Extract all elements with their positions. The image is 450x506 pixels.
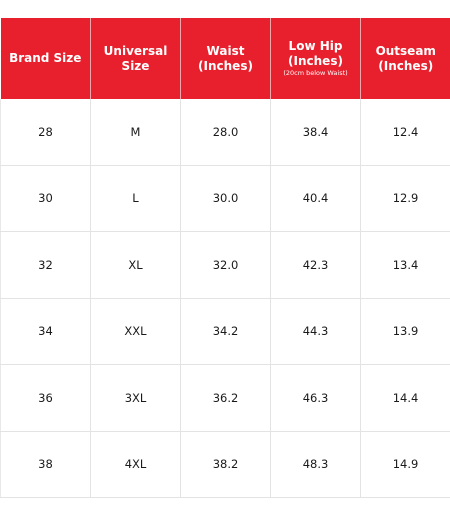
cell-outseam: 12.4 — [360, 99, 450, 166]
cell-low-hip: 40.4 — [270, 165, 361, 232]
header-low-hip-unit: (Inches) — [288, 54, 343, 68]
cell-waist: 38.2 — [180, 431, 271, 498]
cell-brand-size: 38 — [0, 431, 91, 498]
cell-low-hip: 44.3 — [270, 298, 361, 365]
table-row: 28 M 28.0 38.4 12.4 — [0, 99, 450, 166]
table-row: 34 XXL 34.2 44.3 13.9 — [0, 298, 450, 365]
cell-waist: 28.0 — [180, 99, 271, 166]
header-low-hip-label: Low Hip — [288, 39, 343, 53]
cell-outseam: 13.9 — [360, 298, 450, 365]
cell-low-hip: 46.3 — [270, 364, 361, 432]
cell-outseam: 14.4 — [360, 364, 450, 432]
cell-universal-size: XL — [90, 231, 181, 299]
table-row: 36 3XL 36.2 46.3 14.4 — [0, 364, 450, 432]
header-universal-size: Universal Size — [90, 18, 181, 99]
cell-universal-size: 3XL — [90, 364, 181, 432]
header-universal-size-label: Universal Size — [103, 43, 168, 73]
header-brand-size-label: Brand Size — [9, 51, 82, 65]
cell-low-hip: 42.3 — [270, 231, 361, 299]
cell-outseam: 14.9 — [360, 431, 450, 498]
size-chart-table: Brand Size Universal Size Waist (Inches)… — [0, 18, 450, 498]
header-waist: Waist (Inches) — [180, 18, 271, 99]
cell-universal-size: L — [90, 165, 181, 232]
header-waist-label: Waist — [206, 43, 245, 58]
cell-waist: 32.0 — [180, 231, 271, 299]
cell-universal-size: XXL — [90, 298, 181, 365]
cell-brand-size: 32 — [0, 231, 91, 299]
cell-brand-size: 34 — [0, 298, 91, 365]
cell-brand-size: 28 — [0, 99, 91, 166]
header-row: Brand Size Universal Size Waist (Inches)… — [0, 18, 450, 99]
table-row: 38 4XL 38.2 48.3 14.9 — [0, 431, 450, 498]
cell-waist: 36.2 — [180, 364, 271, 432]
header-low-hip-note: (20cm below Waist) — [283, 69, 348, 77]
header-outseam-label: Outseam — [375, 43, 436, 58]
cell-universal-size: M — [90, 99, 181, 166]
cell-low-hip: 38.4 — [270, 99, 361, 166]
cell-universal-size: 4XL — [90, 431, 181, 498]
table-row: 32 XL 32.0 42.3 13.4 — [0, 231, 450, 299]
cell-brand-size: 30 — [0, 165, 91, 232]
header-outseam: Outseam (Inches) — [360, 18, 450, 99]
header-outseam-unit: (Inches) — [378, 58, 434, 73]
cell-waist: 34.2 — [180, 298, 271, 365]
cell-low-hip: 48.3 — [270, 431, 361, 498]
header-waist-unit: (Inches) — [198, 58, 253, 73]
header-brand-size: Brand Size — [0, 18, 91, 99]
cell-waist: 30.0 — [180, 165, 271, 232]
size-chart-body: 28 M 28.0 38.4 12.4 30 L 30.0 40.4 12.9 … — [0, 99, 450, 498]
size-chart-header: Brand Size Universal Size Waist (Inches)… — [0, 18, 450, 99]
cell-outseam: 12.9 — [360, 165, 450, 232]
header-low-hip: Low Hip (Inches) (20cm below Waist) — [270, 18, 361, 99]
cell-brand-size: 36 — [0, 364, 91, 432]
cell-outseam: 13.4 — [360, 231, 450, 299]
table-row: 30 L 30.0 40.4 12.9 — [0, 165, 450, 232]
